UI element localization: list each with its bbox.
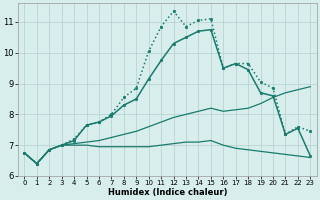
X-axis label: Humidex (Indice chaleur): Humidex (Indice chaleur) xyxy=(108,188,227,197)
